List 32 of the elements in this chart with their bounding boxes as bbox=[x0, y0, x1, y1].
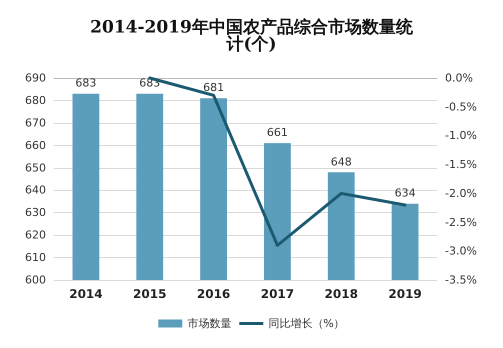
y-tick-label: 660 bbox=[25, 138, 46, 152]
y-tick-label: 650 bbox=[25, 161, 46, 174]
y-tick-label: 630 bbox=[25, 206, 46, 220]
legend-label: 同比增长（%） bbox=[268, 317, 345, 330]
y2-tick-label: -2.0% bbox=[445, 186, 477, 200]
data-label: 681 bbox=[203, 81, 224, 94]
x-tick-label: 2016 bbox=[196, 287, 230, 301]
y2-tick-label: -3.0% bbox=[445, 244, 477, 258]
x-tick-label: 2018 bbox=[324, 287, 358, 301]
legend-label: 市场数量 bbox=[187, 317, 232, 330]
y-tick-label: 640 bbox=[25, 184, 46, 197]
y2-tick-label: -1.0% bbox=[445, 129, 477, 142]
x-tick-label: 2015 bbox=[133, 287, 166, 301]
y-tick-label: 690 bbox=[25, 72, 46, 84]
y-tick-label: 620 bbox=[25, 228, 46, 242]
data-label: 634 bbox=[394, 186, 416, 200]
data-label: 683 bbox=[75, 76, 96, 90]
y2-tick-label: -3.5% bbox=[445, 274, 477, 286]
x-tick-label: 2014 bbox=[69, 287, 103, 301]
y-tick-label: 680 bbox=[25, 94, 46, 107]
data-label: 661 bbox=[266, 126, 288, 140]
y-tick-label: 600 bbox=[25, 274, 46, 286]
y2-tick-label: -2.5% bbox=[445, 216, 477, 229]
x-tick-label: 2017 bbox=[260, 287, 294, 301]
data-label: 648 bbox=[330, 155, 352, 168]
y2-tick-label: -0.5% bbox=[445, 100, 477, 114]
x-tick-label: 2019 bbox=[388, 287, 422, 301]
y2-tick-label: -1.5% bbox=[445, 158, 477, 172]
y2-tick-label: 0.0% bbox=[445, 72, 473, 84]
chart-title: 2014-2019年中国农产品综合市场数量统计(个) bbox=[90, 18, 414, 54]
y-tick-label: 670 bbox=[25, 116, 46, 130]
y-tick-label: 610 bbox=[25, 251, 46, 264]
